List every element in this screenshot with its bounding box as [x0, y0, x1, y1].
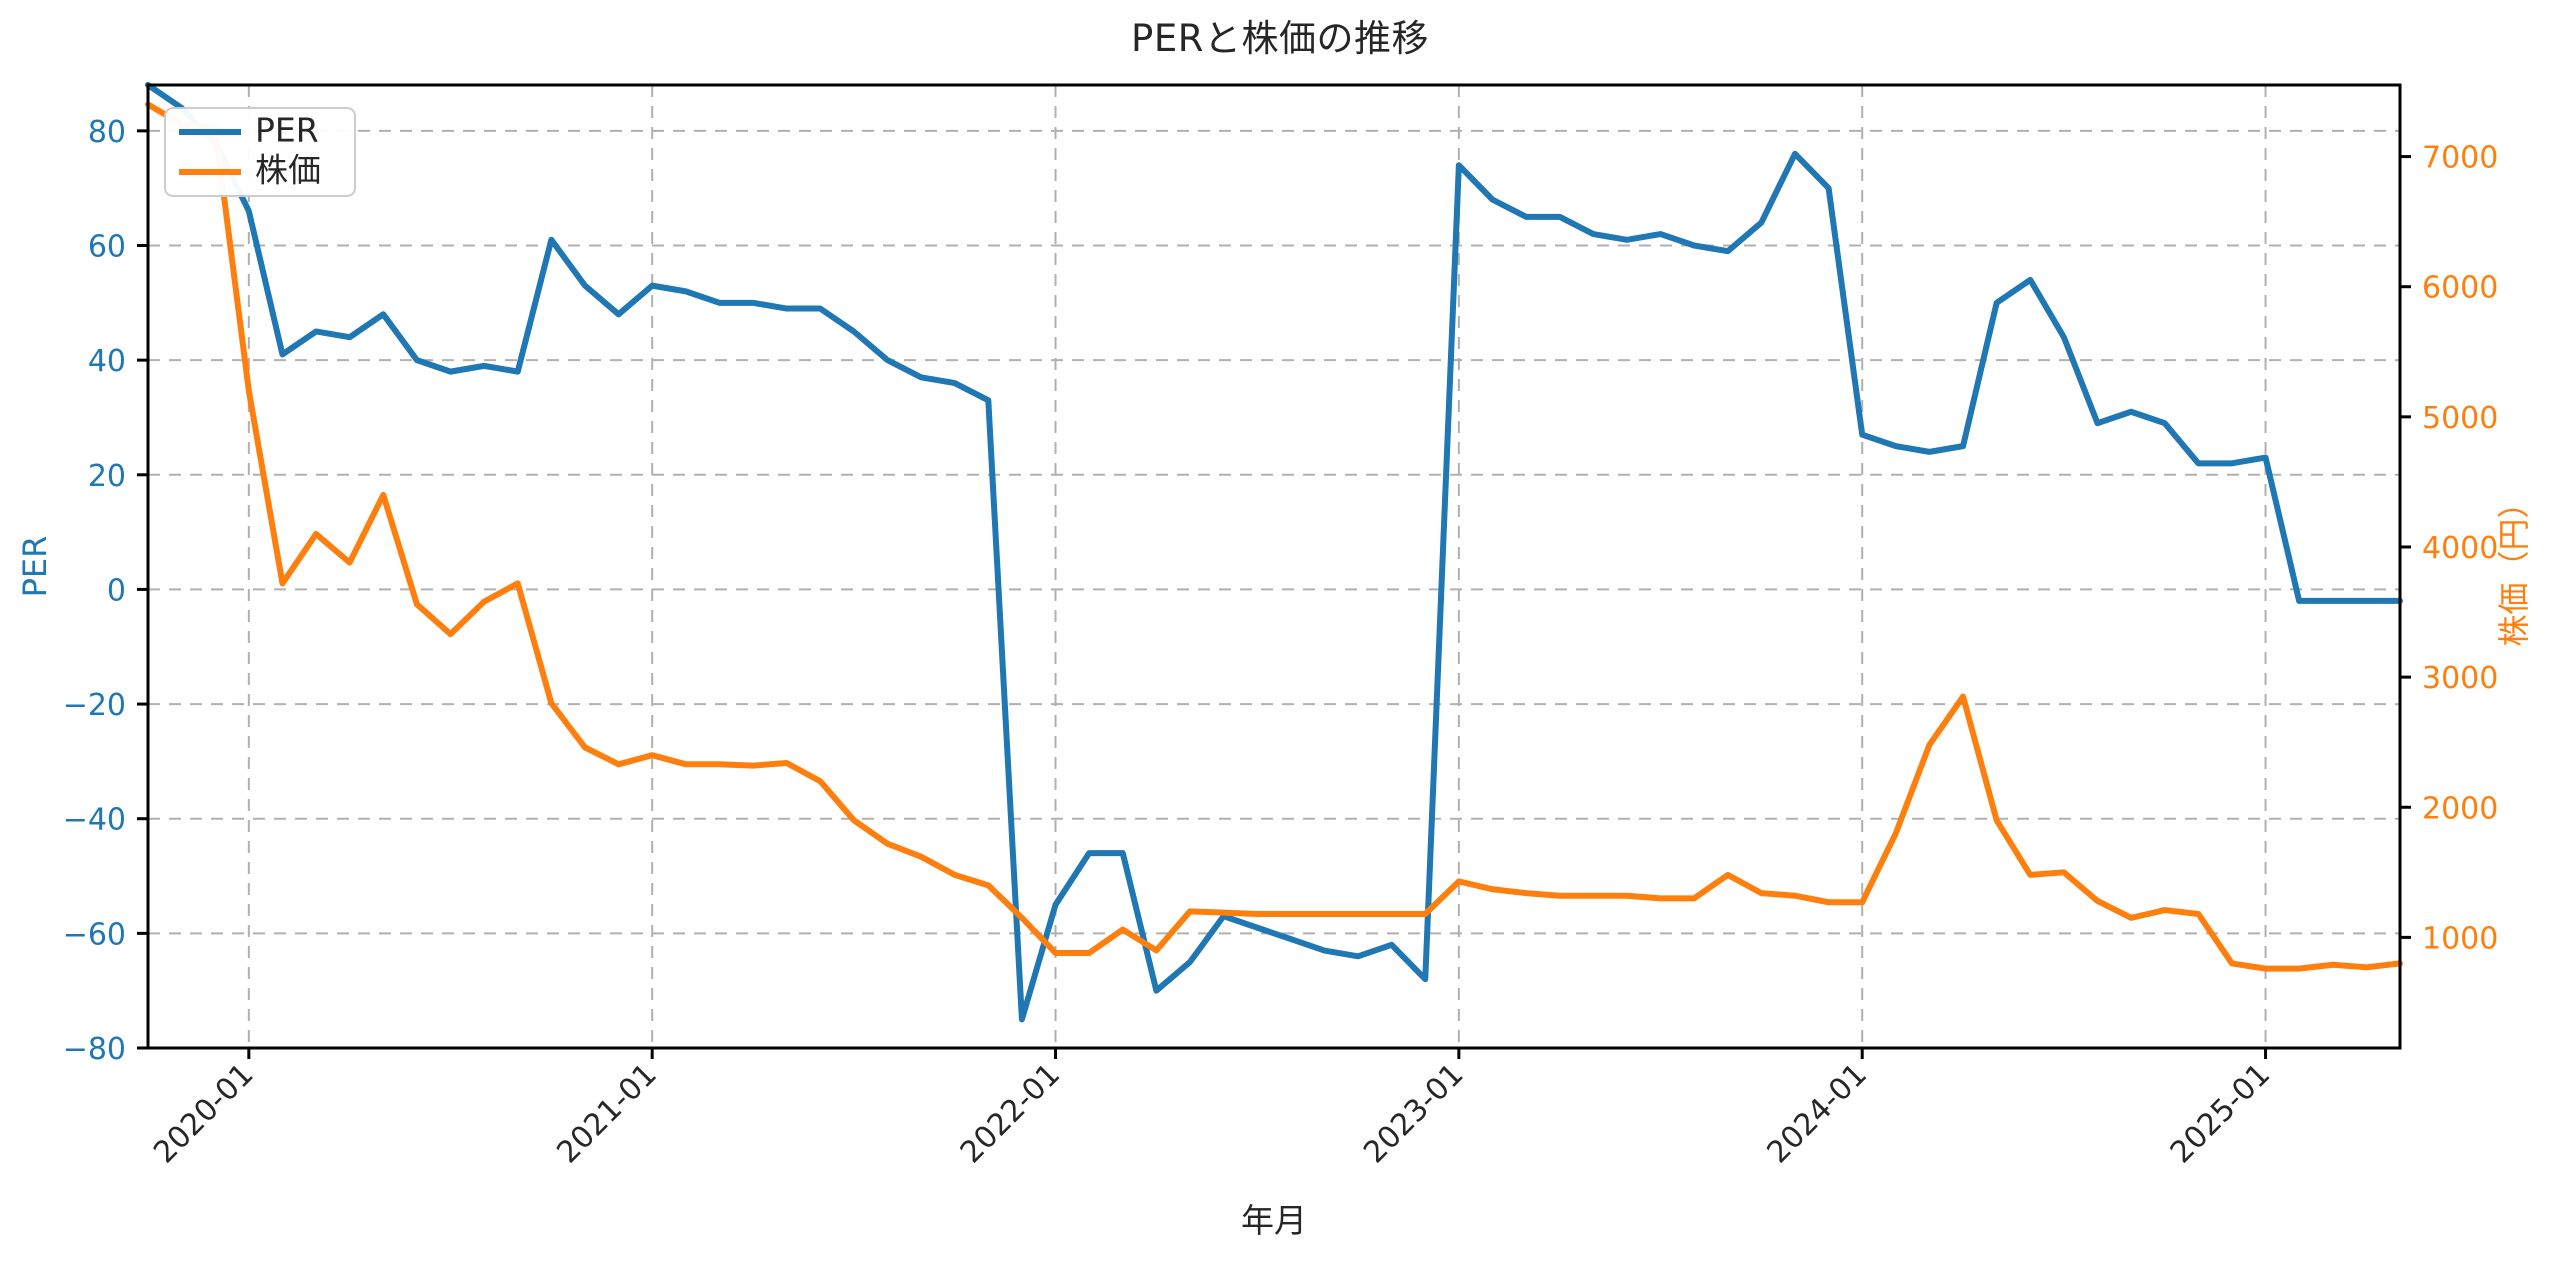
ytick-label-right: 4000	[2422, 531, 2498, 566]
x-axis-label: 年月	[1241, 1201, 1307, 1240]
ytick-label-left: 80	[88, 115, 126, 150]
xtick-label: 2023-01	[1357, 1057, 1470, 1170]
ytick-label-right: 6000	[2422, 271, 2498, 306]
ytick-label-left: −80	[63, 1032, 126, 1067]
y-axis-label-right: 株価（円）	[2495, 486, 2533, 646]
ytick-label-left: −40	[63, 803, 126, 838]
series-line-per	[145, 82, 2403, 1023]
ytick-label-left: 20	[88, 459, 126, 494]
ytick-label-right: 1000	[2422, 921, 2498, 956]
legend-label-per[interactable]: PER	[255, 111, 319, 150]
ytick-label-right: 7000	[2422, 141, 2498, 176]
xtick-label: 2021-01	[550, 1057, 663, 1170]
axes-frame	[146, 83, 2402, 1050]
y-axis-label-left: PER	[16, 536, 54, 598]
ytick-label-left: 60	[88, 230, 126, 265]
ytick-label-right: 5000	[2422, 401, 2498, 436]
xtick-label: 2024-01	[1760, 1057, 1873, 1170]
ytick-label-left: −20	[63, 688, 126, 723]
ytick-label-right: 3000	[2422, 661, 2498, 696]
series-line-kabuka	[145, 101, 2403, 972]
xtick-label: 2022-01	[954, 1057, 1067, 1170]
ytick-label-right: 2000	[2422, 791, 2498, 826]
plot-background	[148, 85, 2400, 1048]
ytick-label-left: 40	[88, 344, 126, 379]
xtick-label: 2025-01	[2164, 1057, 2277, 1170]
ytick-label-left: −60	[63, 917, 126, 952]
xtick-label: 2020-01	[147, 1057, 260, 1170]
legend-label-kabuka[interactable]: 株価	[255, 151, 321, 190]
chart-title: PERと株価の推移	[1131, 17, 1429, 60]
ytick-label-left: 0	[107, 573, 126, 608]
